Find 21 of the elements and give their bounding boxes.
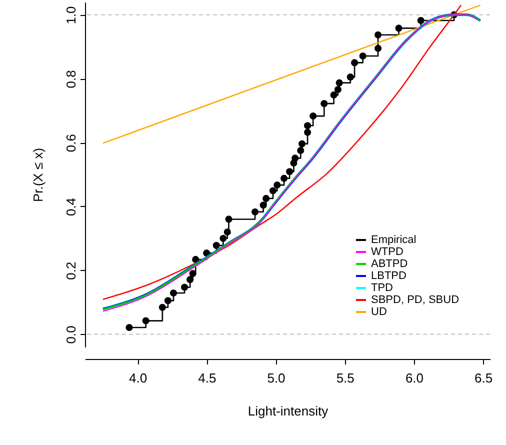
legend-label: UD [371,306,387,318]
legend-label: Empirical [371,234,416,246]
y-tick-label: 0.4 [64,198,78,216]
x-tick-label: 6.0 [405,370,424,386]
x-tick-label: 6.5 [474,370,493,386]
legend-label: LBTPD [371,270,407,282]
x-axis-title: Light-intensity [248,404,329,418]
legend-label: WTPD [371,246,404,258]
y-tick-label: 0.0 [64,326,78,344]
x-tick-label: 5.0 [267,370,286,386]
legend-label: SBPD, PD, SBUD [371,294,460,306]
y-tick-label: 0.8 [64,70,78,88]
x-tick-label: 5.5 [336,370,354,386]
y-axis-title: Pr.(X ≤ x) [30,148,46,202]
legend-label: ABTPD [371,258,408,270]
x-tick-label: 4.5 [198,370,216,386]
y-tick-label: 0.2 [64,262,78,280]
legend-label: TPD [371,282,394,294]
y-tick-label: 1.0 [64,6,78,24]
y-tick-label: 0.6 [64,134,78,152]
x-tick-label: 4.0 [128,370,148,386]
